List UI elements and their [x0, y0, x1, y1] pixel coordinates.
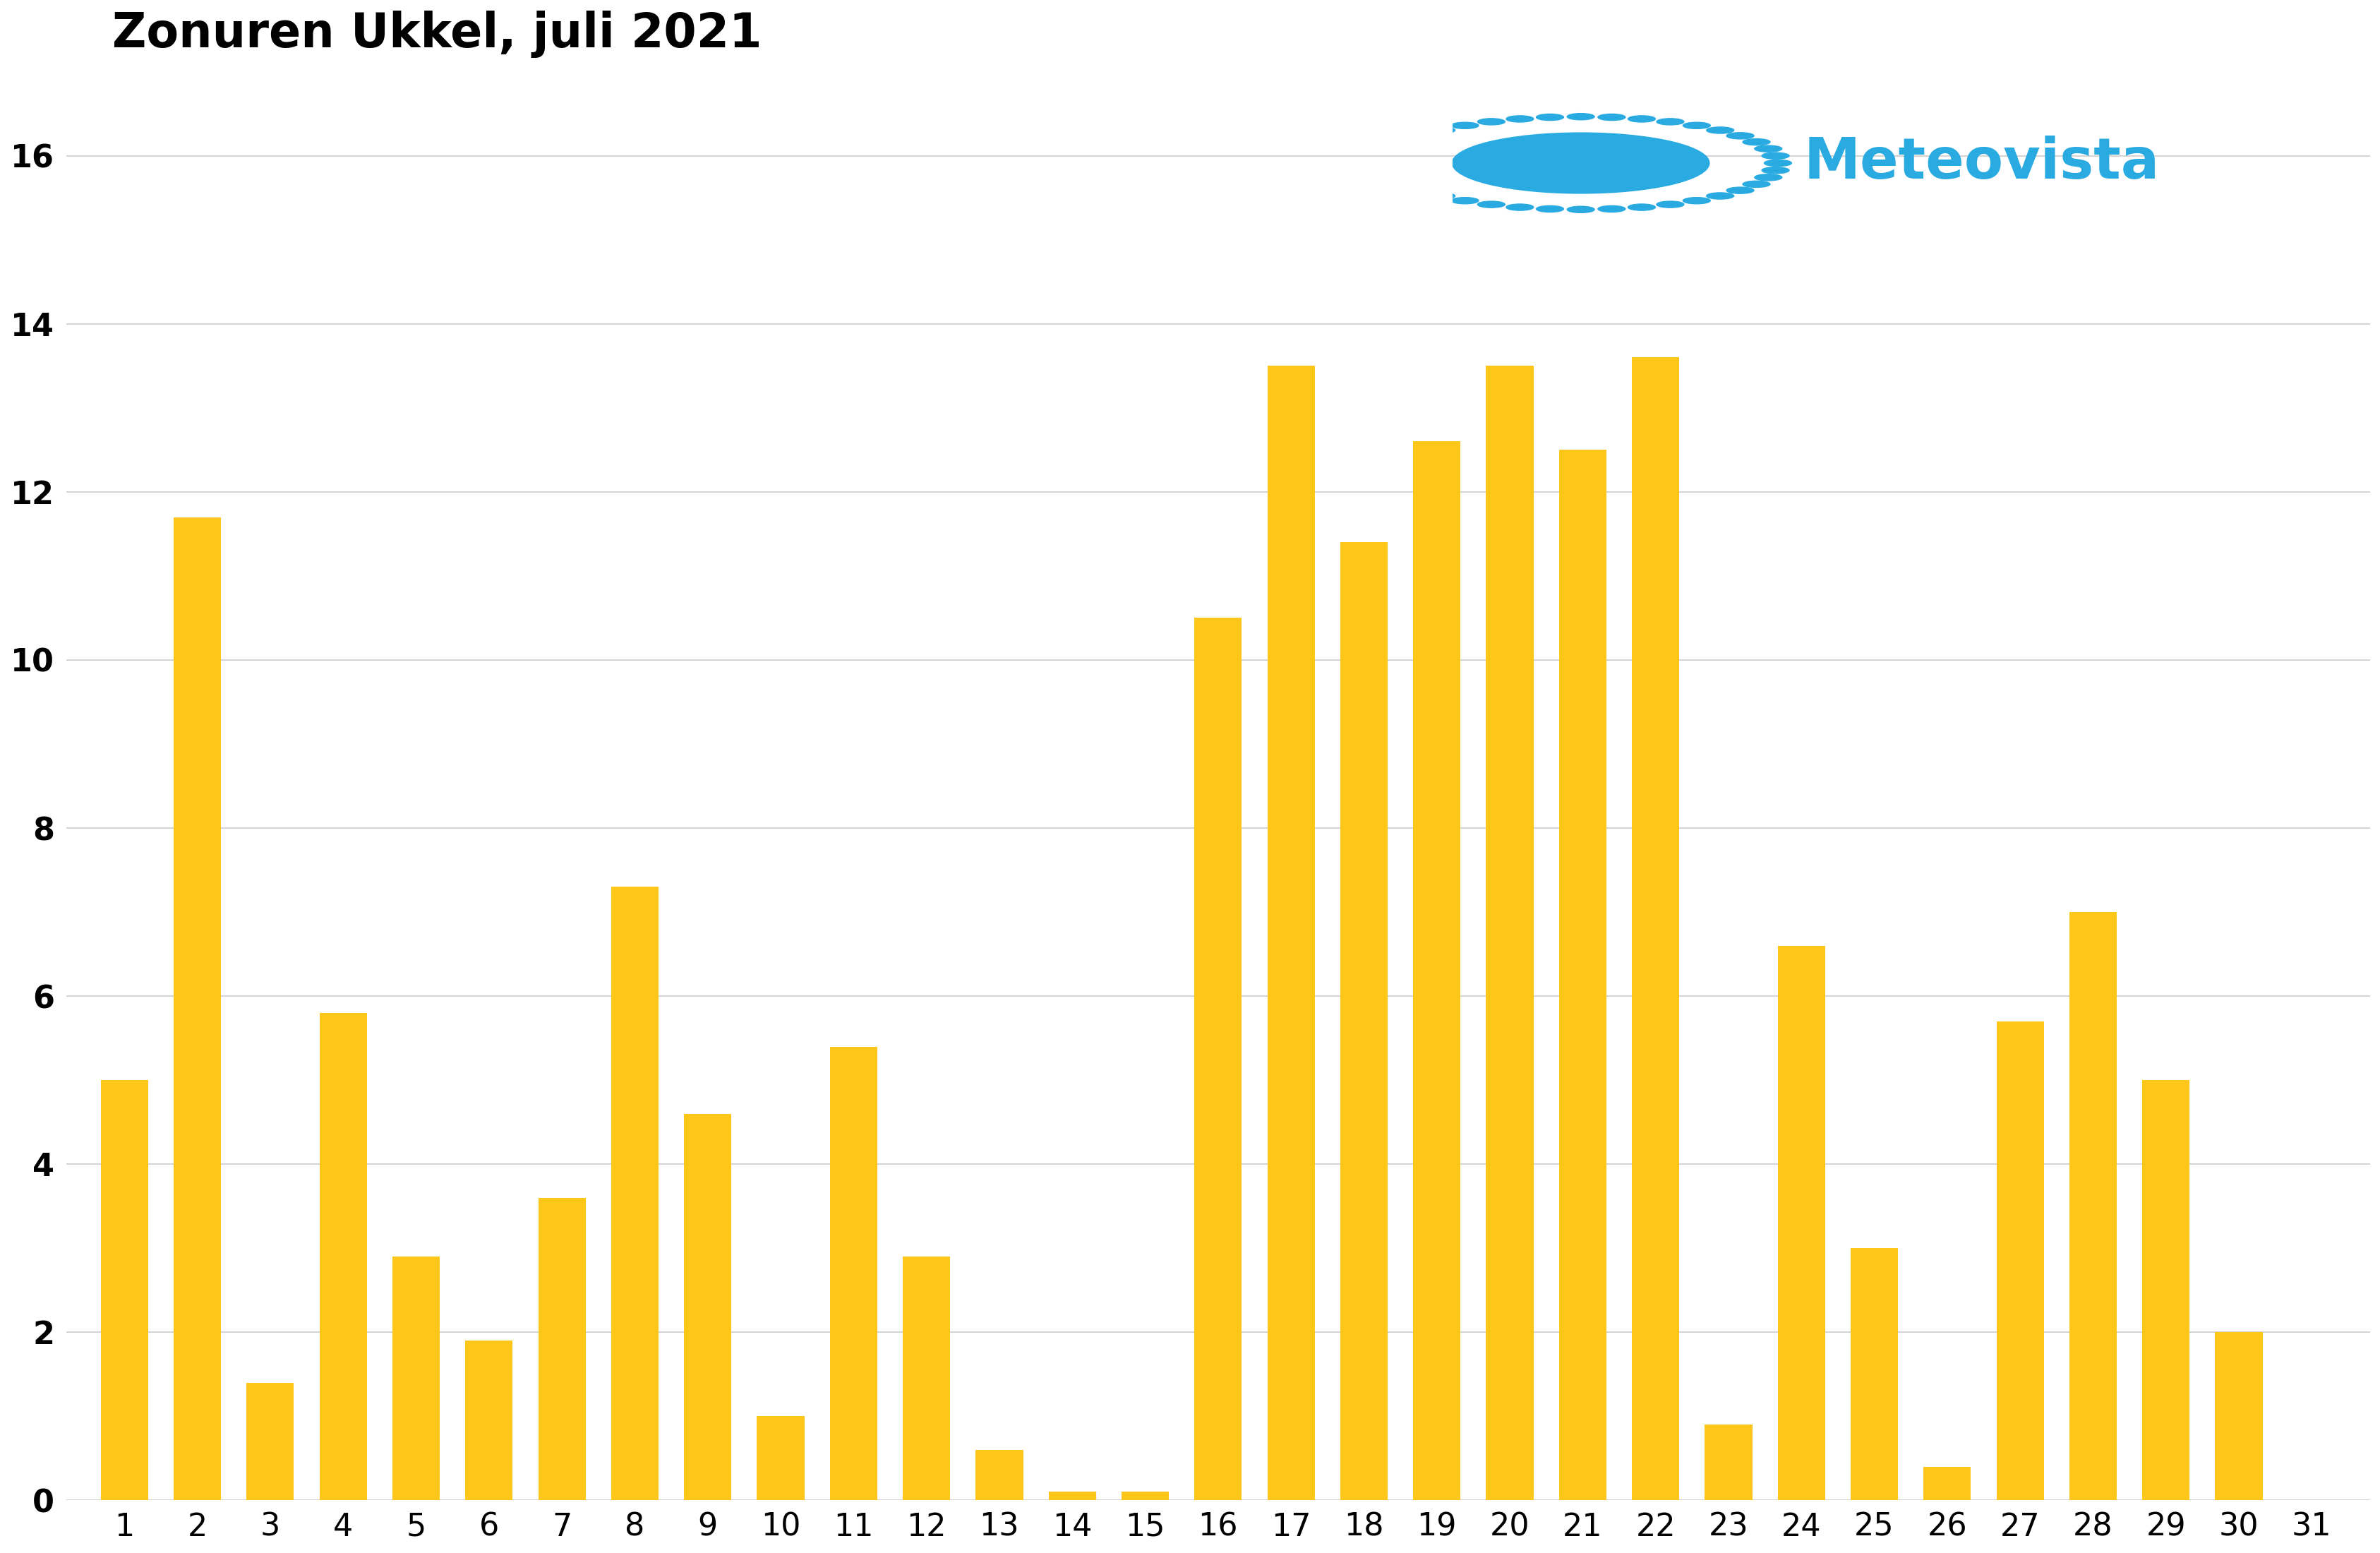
Circle shape	[1378, 174, 1407, 180]
Bar	[464, 1340, 512, 1500]
Circle shape	[1407, 186, 1435, 194]
Bar	[1485, 367, 1533, 1500]
Bar	[1704, 1424, 1752, 1500]
Circle shape	[1428, 127, 1454, 134]
Circle shape	[1478, 202, 1504, 208]
Circle shape	[1452, 123, 1478, 129]
Text: Zonuren Ukkel, juli 2021: Zonuren Ukkel, juli 2021	[112, 11, 762, 57]
Bar	[1121, 1492, 1169, 1500]
Circle shape	[1761, 152, 1790, 158]
Bar	[393, 1256, 440, 1500]
Bar	[2142, 1081, 2190, 1500]
Bar	[831, 1047, 876, 1500]
Circle shape	[1725, 186, 1754, 194]
Bar	[1414, 441, 1459, 1500]
Circle shape	[1535, 113, 1564, 121]
Circle shape	[1478, 118, 1504, 124]
Bar	[100, 1081, 148, 1500]
Circle shape	[1507, 115, 1533, 123]
Circle shape	[1683, 123, 1709, 129]
Bar	[1997, 1022, 2044, 1500]
Circle shape	[1368, 160, 1397, 166]
Circle shape	[1371, 152, 1399, 158]
Circle shape	[1683, 197, 1709, 203]
Bar	[174, 517, 221, 1500]
Circle shape	[1628, 203, 1654, 211]
Bar	[1923, 1466, 1971, 1500]
Circle shape	[1407, 132, 1435, 140]
Circle shape	[1452, 132, 1709, 194]
Bar	[248, 1382, 293, 1500]
Circle shape	[1566, 207, 1595, 213]
Circle shape	[1428, 193, 1454, 199]
Circle shape	[1390, 138, 1418, 146]
Bar	[1340, 542, 1388, 1500]
Bar	[1630, 357, 1678, 1500]
Bar	[2213, 1332, 2261, 1500]
Circle shape	[1656, 118, 1683, 124]
Circle shape	[1754, 174, 1783, 180]
Circle shape	[1706, 127, 1733, 134]
Circle shape	[1378, 146, 1407, 152]
Circle shape	[1754, 146, 1783, 152]
Circle shape	[1597, 205, 1626, 213]
Bar	[976, 1451, 1023, 1500]
Circle shape	[1452, 197, 1478, 203]
Circle shape	[1390, 180, 1418, 188]
Circle shape	[1628, 115, 1654, 123]
Circle shape	[1656, 202, 1683, 208]
Bar	[902, 1256, 950, 1500]
Bar	[1778, 946, 1825, 1500]
Circle shape	[1764, 160, 1792, 166]
Bar	[319, 1013, 367, 1500]
Bar	[2068, 912, 2116, 1500]
Bar	[1047, 1492, 1095, 1500]
Text: Meteovista: Meteovista	[1804, 135, 2159, 191]
Bar	[1849, 1249, 1897, 1500]
Bar	[683, 1114, 731, 1500]
Bar	[538, 1197, 585, 1500]
Bar	[1266, 367, 1314, 1500]
Bar	[1195, 618, 1242, 1500]
Circle shape	[1725, 132, 1754, 140]
Circle shape	[1566, 113, 1595, 120]
Circle shape	[1761, 168, 1790, 174]
Circle shape	[1371, 168, 1399, 174]
Circle shape	[1742, 180, 1771, 188]
Bar	[1559, 450, 1607, 1500]
Bar	[757, 1416, 804, 1500]
Circle shape	[1742, 138, 1771, 146]
Circle shape	[1507, 203, 1533, 211]
Circle shape	[1597, 113, 1626, 121]
Circle shape	[1535, 205, 1564, 213]
Bar	[612, 887, 659, 1500]
Circle shape	[1706, 193, 1733, 199]
